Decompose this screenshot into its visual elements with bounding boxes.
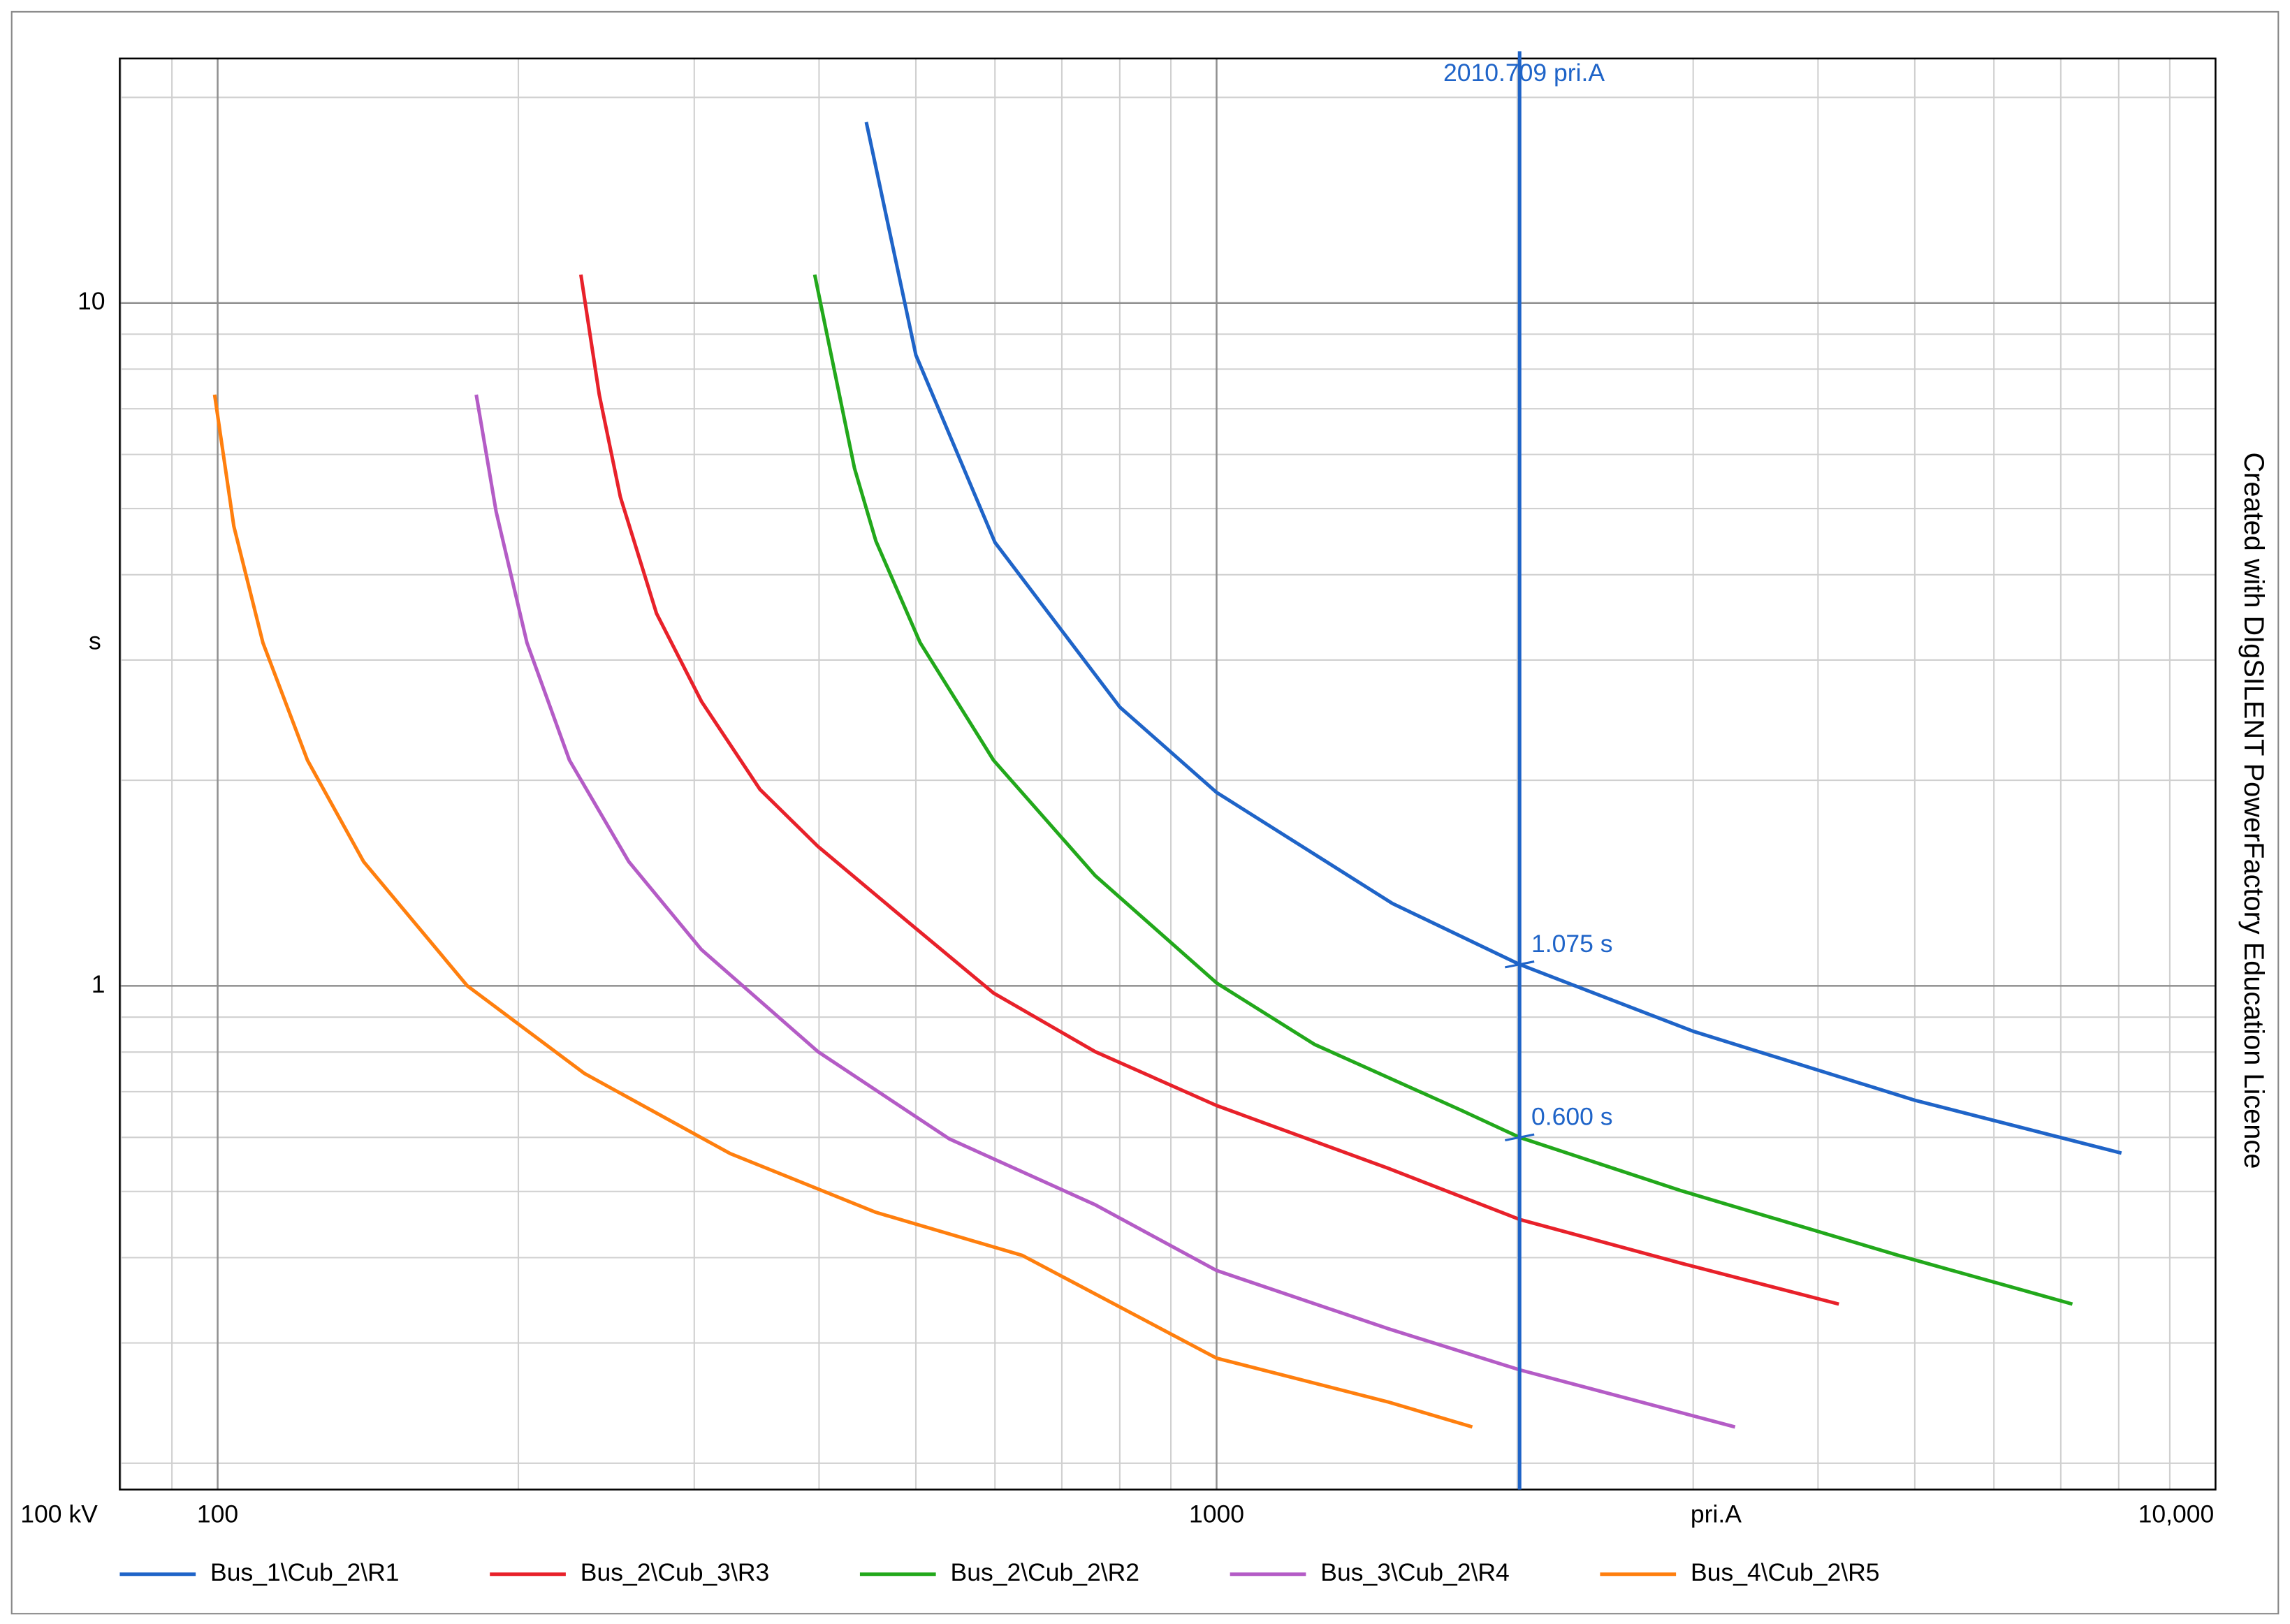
series-line [212,394,1473,1429]
cursor-point-label: 1.075 s [1531,930,1613,958]
legend-label: Bus_2\Cub_3\R3 [581,1558,770,1586]
legend-label: Bus_4\Cub_2\R5 [1691,1558,1880,1586]
cursor-point-label: 0.600 s [1531,1103,1613,1131]
legend-label: Bus_3\Cub_2\R4 [1320,1558,1509,1586]
x-tick-label: 100 [197,1500,238,1528]
series-line [864,122,2122,1155]
x-tick-label: 1000 [1189,1500,1244,1528]
series-line [812,274,2073,1306]
corner-label: 100 kV [20,1500,98,1528]
cursor-label: 2010.709 pri.A [1443,59,1605,87]
x-tick-label: 10,000 [2138,1500,2215,1528]
series-line [474,394,1736,1429]
legend-label: Bus_2\Cub_2\R2 [951,1558,1140,1586]
series-line [578,274,1839,1306]
y-axis-label: s [89,627,101,654]
plot-border [119,57,2217,1491]
frame [10,10,2280,1615]
legend-label: Bus_1\Cub_2\R1 [210,1558,399,1586]
y-tick-label: 1 [92,970,105,998]
cursor-point [1505,960,1535,969]
cursor-point [1505,1133,1535,1142]
y-tick-label: 10 [78,287,105,315]
x-axis-label: pri.A [1691,1500,1742,1528]
side-note: Created with DIgSILENT PowerFactory Educ… [2238,452,2269,1169]
